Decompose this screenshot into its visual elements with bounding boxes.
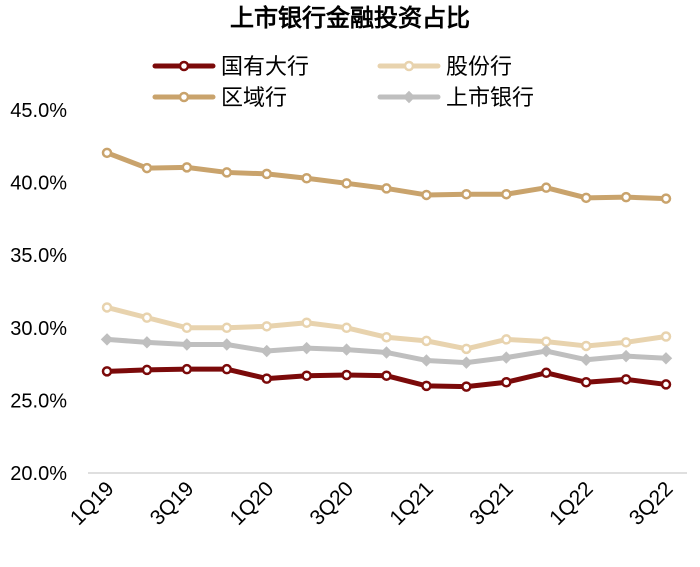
series-layer (100, 147, 673, 392)
data-point (500, 351, 513, 364)
data-point (421, 380, 432, 392)
data-point (141, 364, 153, 376)
series-3 (100, 333, 673, 369)
data-point (301, 370, 312, 381)
data-point (620, 337, 632, 348)
data-point (181, 363, 193, 375)
data-point (540, 336, 552, 347)
data-point (660, 379, 672, 390)
data-point (141, 162, 153, 174)
data-point (341, 178, 352, 189)
data-point (620, 191, 632, 203)
x-axis: 1Q19 3Q19 1Q20 3Q20 1Q21 3Q21 1Q22 3Q22 (66, 472, 687, 530)
data-point (421, 189, 432, 201)
data-point (540, 344, 553, 358)
data-point (381, 370, 392, 381)
x-tick-label: 1Q20 (226, 477, 279, 530)
data-point (580, 192, 592, 204)
legend-label: 上市银行 (446, 86, 534, 111)
data-point (579, 353, 593, 366)
data-point (501, 188, 512, 200)
legend-item: 股份行 (377, 55, 512, 80)
data-point (101, 147, 113, 159)
data-point (261, 168, 272, 180)
data-point (460, 356, 473, 369)
legend-item: 国有大行 (152, 55, 309, 80)
data-point (341, 322, 352, 334)
data-point (140, 336, 154, 349)
chart-title: 上市银行金融投资占比 (230, 4, 470, 32)
data-point (461, 343, 472, 355)
y-tick-label: 30.0% (10, 318, 67, 340)
data-point (540, 367, 552, 379)
data-point (421, 335, 432, 347)
y-tick-label: 25.0% (10, 390, 67, 412)
data-point (461, 188, 472, 200)
data-point (619, 349, 633, 363)
legend-label: 区域行 (221, 86, 287, 111)
data-point (181, 162, 193, 173)
x-tick-label: 1Q19 (66, 477, 119, 530)
x-tick-label: 1Q22 (545, 477, 598, 530)
data-point (301, 317, 312, 328)
data-point (620, 374, 632, 385)
legend-item: 区域行 (152, 86, 287, 111)
data-point (221, 363, 233, 375)
data-point (501, 334, 512, 345)
legend-swatch-marker (402, 90, 416, 104)
data-point (260, 344, 273, 358)
x-tick-label: 1Q21 (385, 477, 438, 530)
data-point (100, 333, 114, 346)
data-point (101, 302, 113, 313)
data-point (420, 354, 433, 367)
data-point (101, 366, 113, 377)
y-tick-label: 40.0% (10, 173, 67, 195)
data-point (141, 312, 153, 323)
y-tick-label: 35.0% (10, 245, 67, 267)
x-tick-label: 3Q21 (465, 477, 518, 530)
legend-swatch-marker (403, 60, 415, 72)
data-point (660, 193, 672, 204)
y-axis: 20.0% 25.0% 30.0% 35.0% 40.0% 45.0% (10, 100, 67, 485)
legend-label: 国有大行 (221, 55, 309, 80)
data-point (540, 182, 552, 193)
data-point (261, 321, 272, 332)
data-point (580, 377, 592, 388)
legend-swatch-marker (178, 91, 190, 103)
x-tick-label: 3Q20 (306, 477, 359, 530)
series-0 (101, 363, 672, 392)
data-point (380, 346, 393, 359)
data-point (221, 322, 233, 334)
data-point (261, 373, 272, 384)
series-1 (101, 302, 672, 355)
legend-label: 股份行 (446, 55, 512, 80)
data-point (221, 167, 233, 178)
data-point (220, 338, 233, 351)
data-point (381, 183, 392, 194)
y-tick-label: 20.0% (10, 463, 67, 485)
data-point (340, 343, 353, 356)
x-tick-label: 3Q19 (146, 477, 199, 530)
data-point (501, 377, 512, 388)
data-point (659, 352, 673, 365)
data-point (341, 369, 352, 381)
data-point (301, 172, 312, 184)
data-point (461, 381, 472, 392)
y-tick-label: 45.0% (10, 100, 67, 122)
data-point (580, 340, 592, 352)
data-point (180, 338, 194, 351)
data-point (181, 322, 193, 334)
data-point (660, 331, 672, 342)
legend-swatch-marker (178, 60, 190, 72)
x-tick-label: 3Q22 (625, 477, 678, 530)
legend-item: 上市银行 (377, 86, 534, 111)
data-point (381, 331, 392, 343)
series-2 (101, 147, 672, 204)
data-point (300, 341, 313, 355)
